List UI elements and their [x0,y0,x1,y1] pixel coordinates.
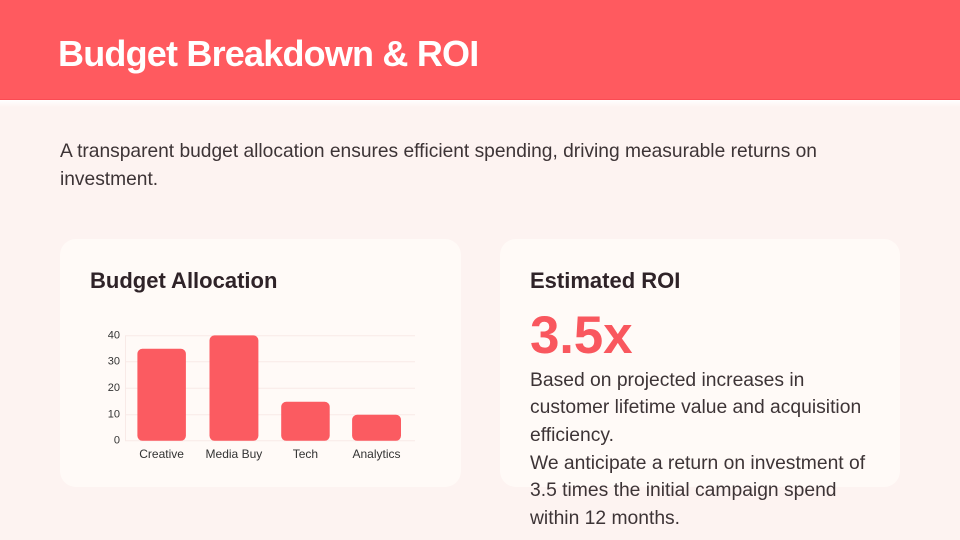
svg-text:Analytics: Analytics [352,447,400,461]
svg-text:Creative: Creative [139,447,184,461]
svg-text:40: 40 [108,330,120,342]
svg-text:30: 30 [108,356,120,368]
svg-text:0: 0 [114,435,120,447]
svg-text:Media Buy: Media Buy [206,447,263,461]
svg-text:Tech: Tech [293,447,318,461]
svg-text:20: 20 [108,382,120,394]
svg-text:10: 10 [108,409,120,421]
